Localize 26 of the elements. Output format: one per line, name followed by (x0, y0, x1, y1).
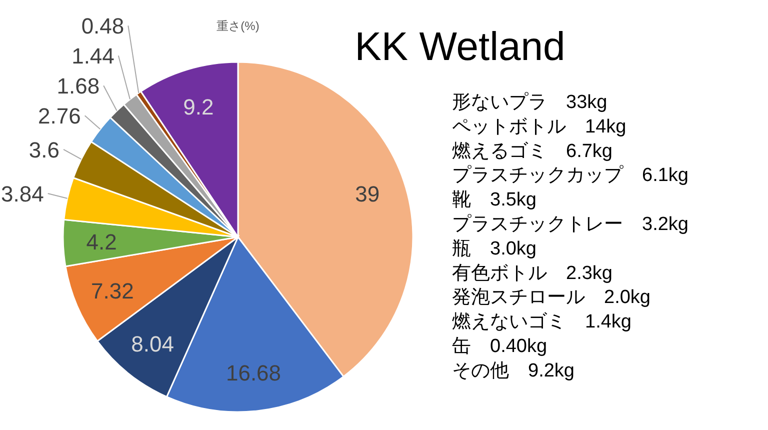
chart-title: KK Wetland (354, 25, 566, 69)
text: 形ないプラ 33kg (452, 92, 608, 113)
text: プラスチックトレー 3.2kg (452, 214, 688, 235)
text: その他 9.2kg (452, 360, 574, 382)
data-label: 8.04 (131, 331, 174, 356)
text: プラスチックカップ 6.1kg (452, 165, 688, 186)
data-label: 16.68 (226, 360, 282, 386)
data-label: 7.32 (91, 278, 134, 304)
data-label: 3.84 (1, 182, 44, 207)
data-label: 39 (355, 182, 380, 207)
text: ペットボトル 14kg (452, 116, 626, 138)
text: 燃えないゴミ 1.4kg (452, 312, 632, 333)
text: 有色ボトル 2.3kg (452, 262, 612, 284)
data-label: 3.6 (28, 137, 60, 162)
data-label: 1.44 (72, 44, 114, 69)
data-label: 1.68 (56, 74, 100, 99)
chart-subtitle: 重さ(%) (216, 19, 260, 33)
text: 燃えるゴミ 6.7kg (452, 140, 612, 162)
data-label: 4.2 (86, 230, 117, 255)
data-label: 0.48 (81, 14, 124, 39)
data-label: 2.76 (38, 104, 81, 129)
text: 発泡スチロール 2.0kg (452, 287, 650, 308)
text: 靴 3.5kg (452, 190, 536, 211)
data-label: 9.2 (183, 94, 214, 120)
text: 缶 0.40kg (452, 336, 548, 357)
text: 瓶 3.0kg (452, 238, 536, 260)
